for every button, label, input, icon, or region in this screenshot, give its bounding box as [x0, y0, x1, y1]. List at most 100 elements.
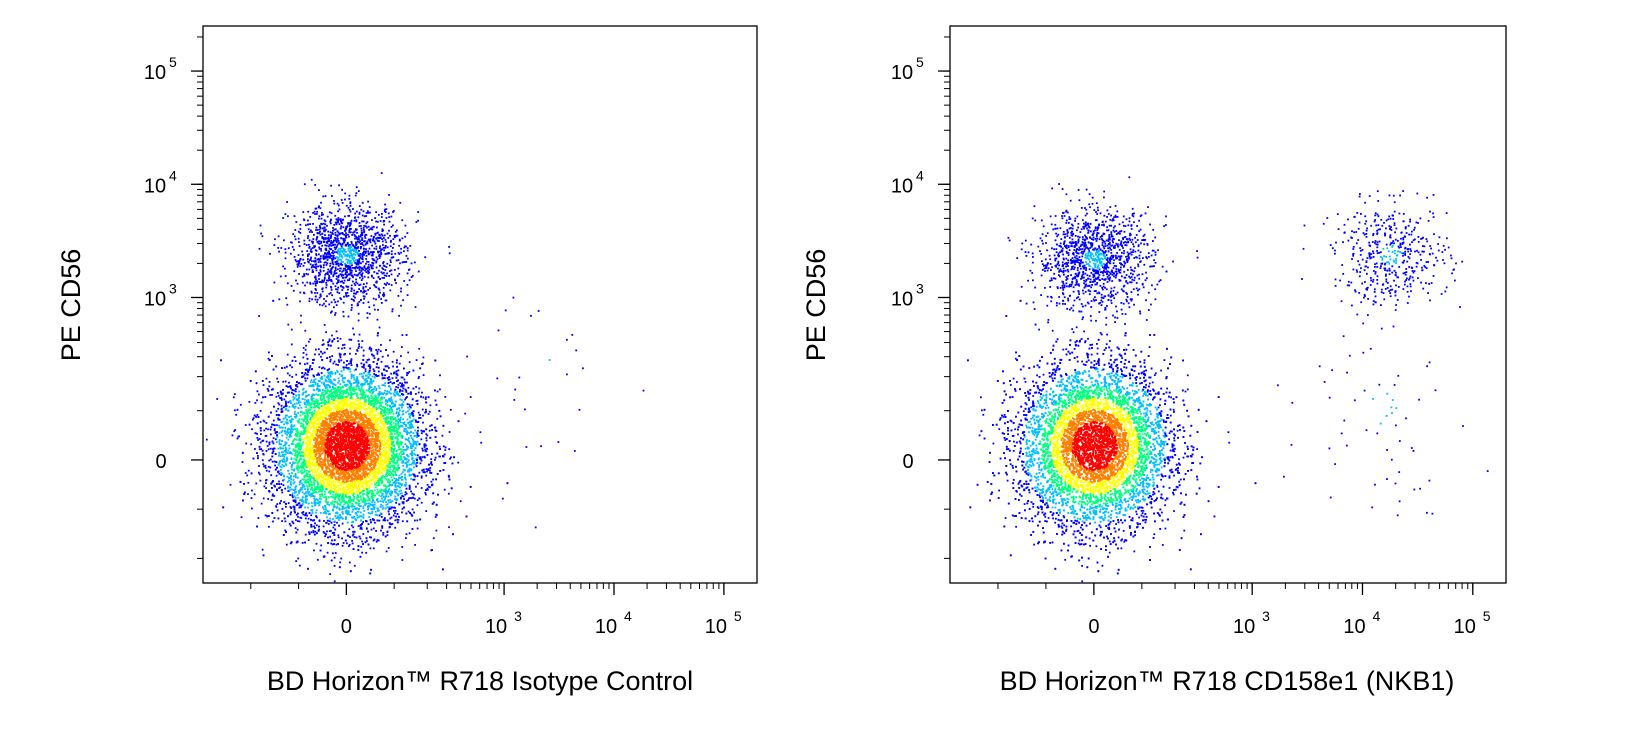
- event-dot: [302, 513, 305, 516]
- event-dot: [287, 401, 290, 404]
- event-dot: [389, 436, 391, 439]
- event-dot: [339, 473, 342, 476]
- event-dot: [322, 461, 325, 464]
- event-dot: [383, 426, 385, 428]
- event-dot: [315, 348, 317, 351]
- event-dot: [392, 474, 395, 477]
- event-dot: [359, 515, 362, 517]
- event-dot: [402, 418, 404, 421]
- event-dot: [359, 411, 362, 414]
- event-dot: [364, 499, 367, 502]
- event-dot: [345, 454, 348, 456]
- event-dot: [384, 465, 387, 467]
- event-dot: [342, 435, 344, 437]
- event-dot: [364, 381, 367, 384]
- event-dot: [321, 430, 323, 433]
- event-dot: [377, 401, 380, 403]
- event-dot: [408, 361, 411, 363]
- event-dot: [344, 353, 346, 355]
- event-dot: [343, 436, 345, 438]
- event-dot: [416, 499, 419, 502]
- event-dot: [326, 441, 329, 443]
- event-dot: [331, 481, 333, 483]
- event-dot: [413, 462, 415, 465]
- event-dot: [388, 439, 391, 441]
- event-dot: [346, 397, 349, 399]
- event-dot: [297, 453, 300, 455]
- event-dot: [298, 483, 301, 486]
- event-dot: [401, 476, 404, 478]
- event-dot: [290, 343, 293, 346]
- event-dot: [315, 399, 318, 401]
- event-dot: [412, 432, 415, 434]
- event-dot: [333, 419, 336, 421]
- event-dot: [415, 421, 417, 423]
- event-dot: [405, 448, 408, 451]
- event-dot: [379, 443, 382, 446]
- event-dot: [347, 426, 349, 429]
- event-dot: [391, 410, 394, 413]
- event-dot: [344, 473, 347, 476]
- event-dot: [378, 405, 381, 408]
- event-dot: [407, 510, 410, 513]
- event-dot: [282, 444, 285, 447]
- event-dot: [392, 464, 394, 467]
- event-dot: [322, 408, 324, 411]
- event-dot: [341, 400, 344, 403]
- event-dot: [329, 426, 332, 429]
- event-dot: [378, 425, 381, 428]
- event-dot: [275, 505, 277, 507]
- event-dot: [410, 478, 413, 480]
- event-dot: [402, 401, 405, 403]
- event-dot: [290, 426, 293, 429]
- event-dot: [439, 374, 441, 377]
- event-dot: [428, 410, 431, 413]
- event-dot: [329, 488, 332, 490]
- event-dot: [294, 388, 297, 390]
- event-dot: [350, 442, 353, 444]
- event-dot: [354, 486, 356, 489]
- event-dot: [381, 401, 384, 404]
- event-dot: [373, 501, 376, 504]
- event-dot: [326, 425, 328, 427]
- event-dot: [346, 542, 348, 545]
- event-dot: [289, 506, 292, 508]
- event-dot: [364, 503, 367, 506]
- event-dot: [413, 466, 415, 469]
- event-dot: [307, 517, 310, 520]
- event-dot: [416, 527, 419, 530]
- event-dot: [298, 404, 301, 407]
- event-dot: [377, 370, 380, 373]
- event-dot: [329, 473, 332, 476]
- event-dot: [311, 438, 314, 441]
- event-dot: [355, 380, 357, 382]
- event-dot: [373, 503, 376, 506]
- event-dot: [400, 416, 402, 419]
- event-dot: [286, 459, 288, 461]
- event-dot: [306, 495, 308, 497]
- event-dot: [389, 431, 392, 434]
- event-dot: [430, 480, 433, 483]
- event-dot: [341, 420, 344, 423]
- event-dot: [328, 530, 331, 533]
- event-dot: [345, 364, 348, 366]
- event-dot: [343, 481, 346, 484]
- event-dot: [339, 463, 341, 466]
- event-dot: [383, 377, 386, 379]
- event-dot: [251, 507, 253, 510]
- event-dot: [400, 441, 402, 443]
- event-dot: [406, 433, 408, 435]
- event-dot: [393, 510, 395, 512]
- event-dot: [349, 513, 352, 516]
- event-dot: [411, 492, 414, 495]
- event-dot: [397, 431, 399, 434]
- event-dot: [305, 406, 307, 408]
- event-dot: [314, 353, 316, 356]
- event-dot: [413, 511, 415, 514]
- event-dot: [340, 359, 343, 362]
- event-dot: [290, 507, 293, 509]
- event-dot: [290, 435, 293, 438]
- event-dot: [388, 501, 391, 504]
- event-dot: [348, 543, 351, 546]
- event-dot: [418, 387, 421, 390]
